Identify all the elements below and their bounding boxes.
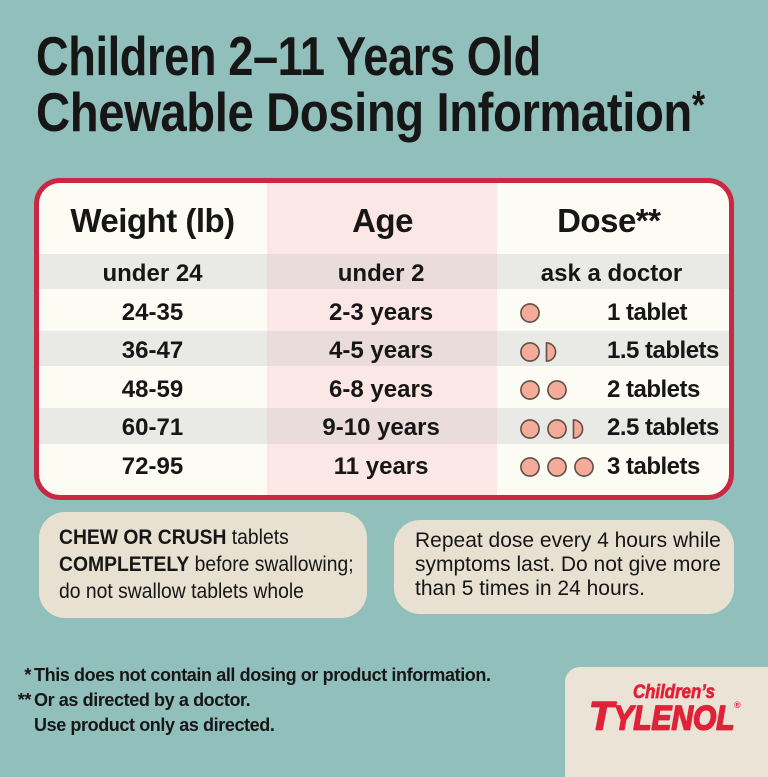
svg-text:Children’s: Children’s — [633, 682, 715, 703]
svg-text:TYLENOL: TYLENOL — [589, 695, 734, 739]
svg-text:®: ® — [734, 700, 741, 710]
